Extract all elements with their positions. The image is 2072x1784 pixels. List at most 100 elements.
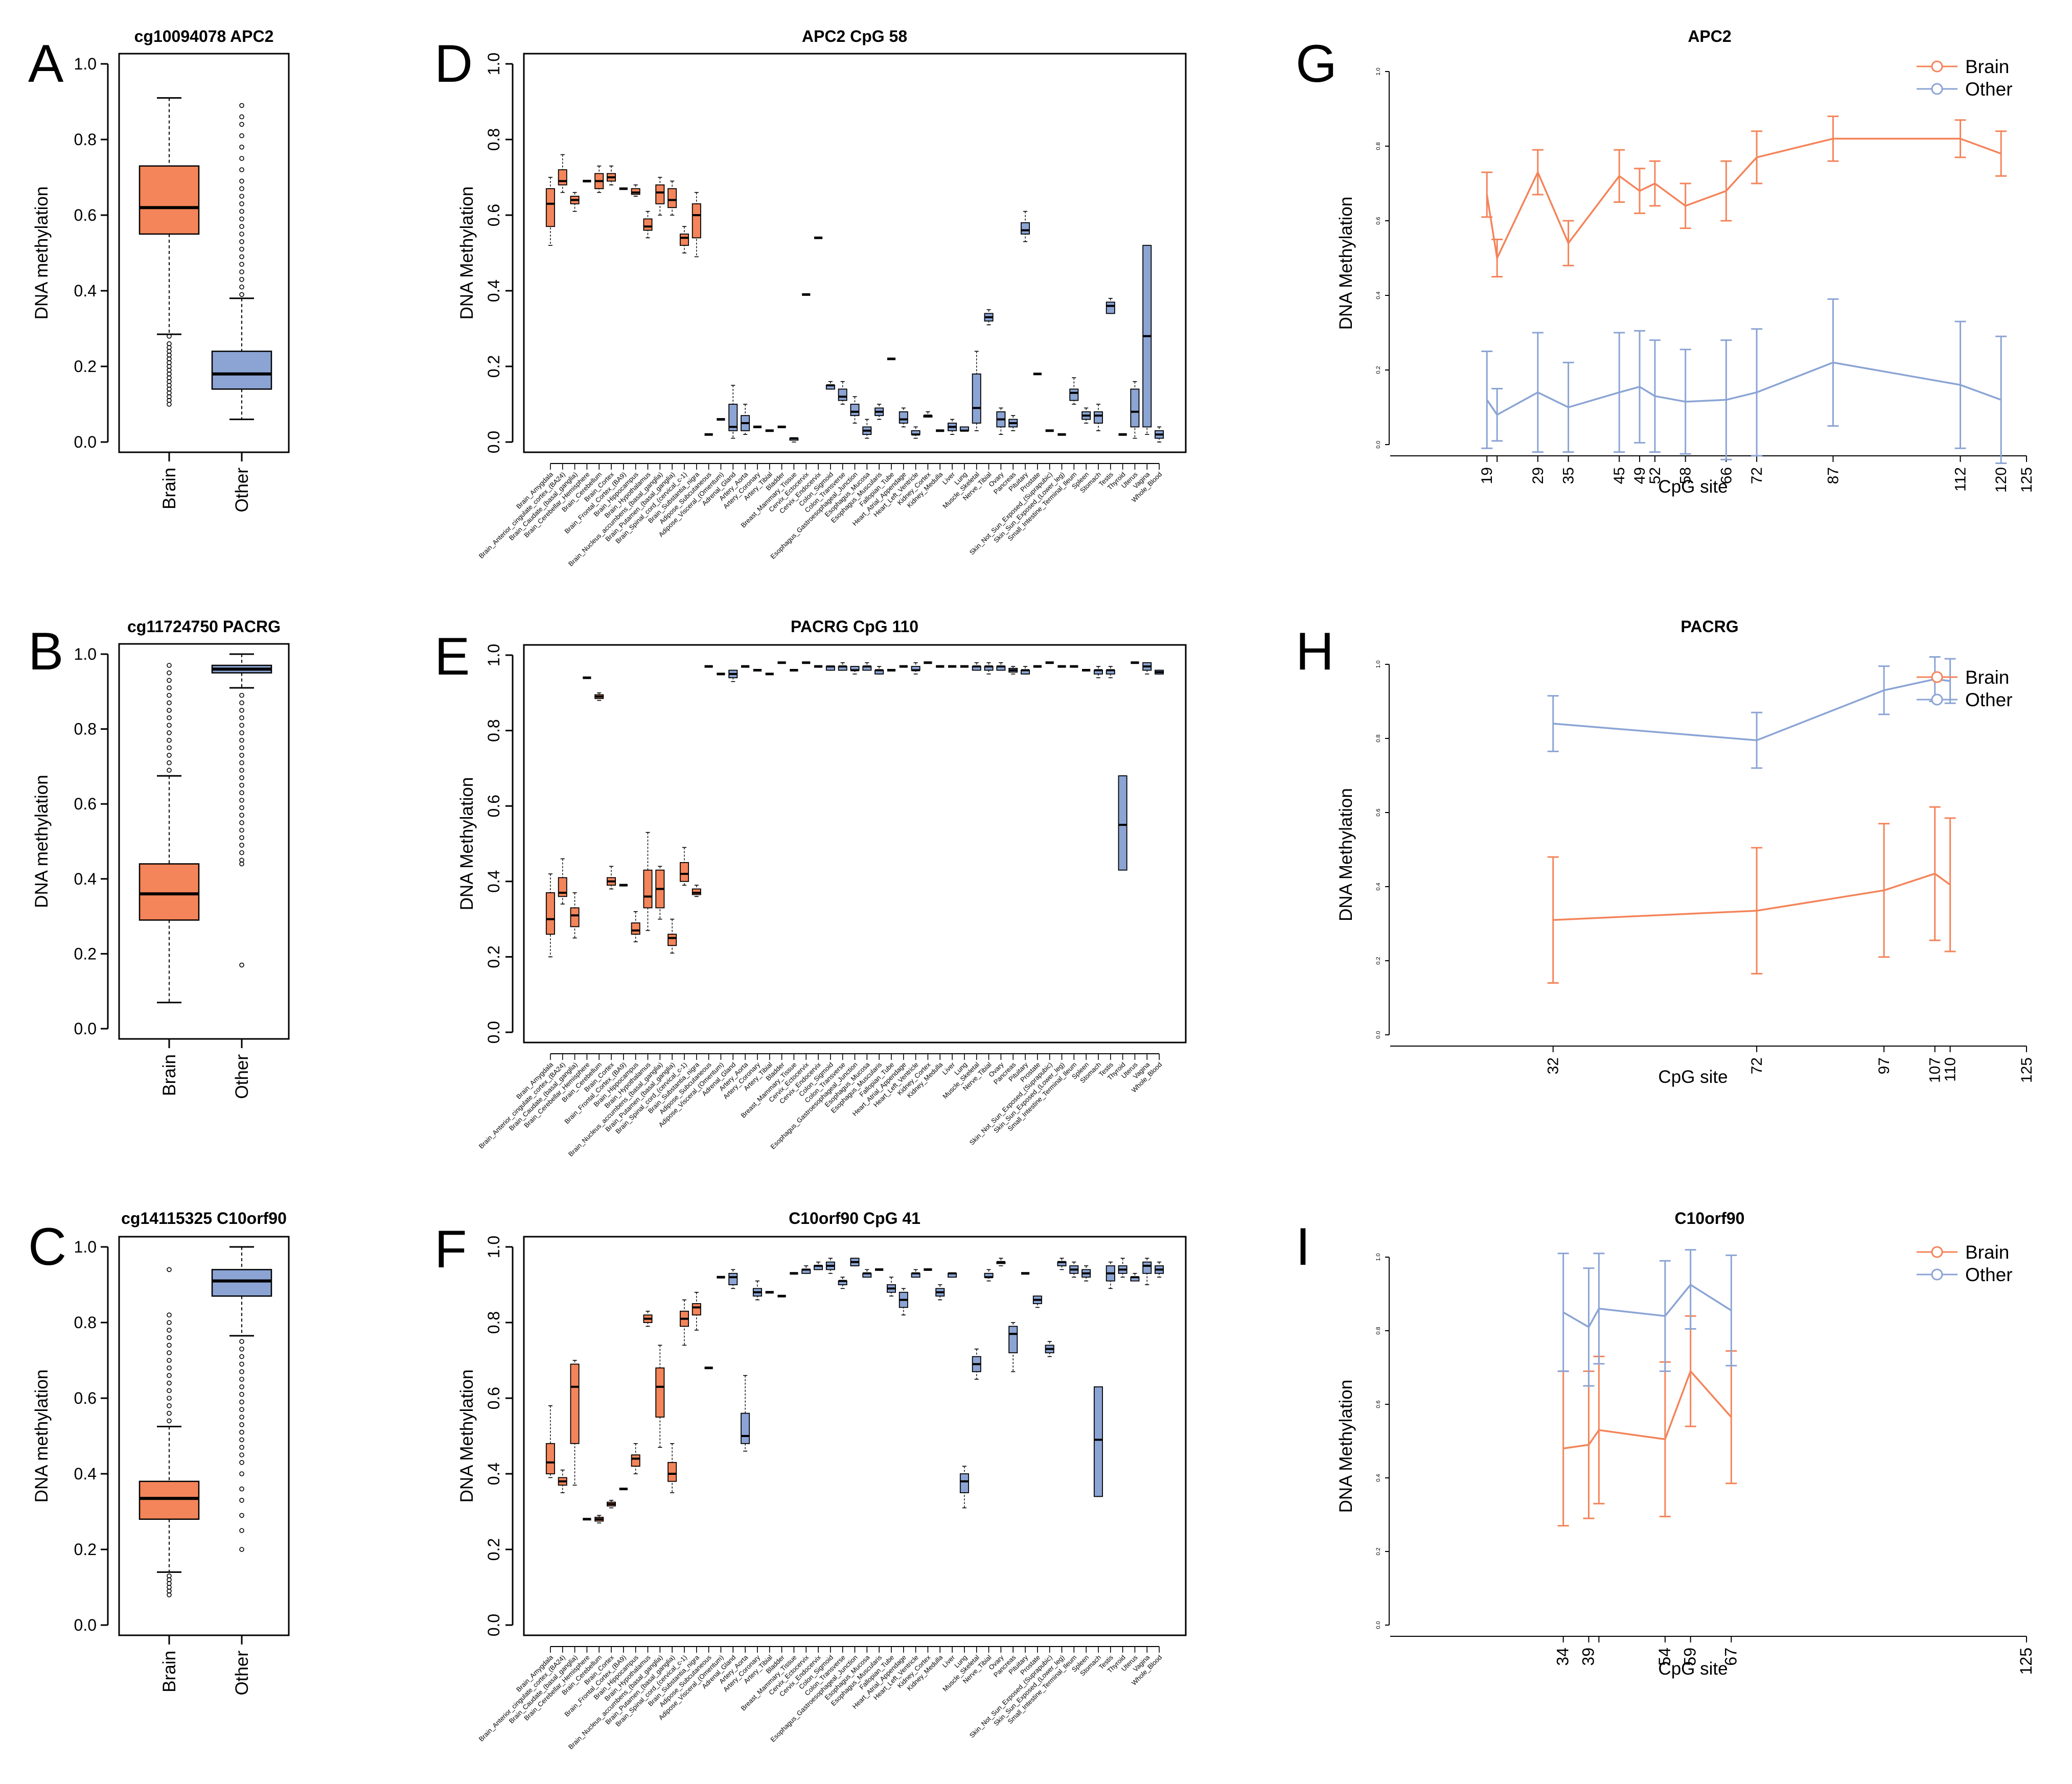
tissue-box <box>667 934 677 946</box>
series-other <box>1547 656 1956 769</box>
y-axis-label: DNA methylation <box>32 187 52 320</box>
plot-frame <box>118 643 290 1040</box>
tissue-box <box>545 1443 555 1474</box>
outlier-point <box>239 782 244 788</box>
outlier-point <box>239 208 244 214</box>
y-tick-label: 0.0 <box>74 433 97 451</box>
outlier-point <box>239 768 244 773</box>
tissue-box <box>959 1473 969 1493</box>
outlier-point <box>167 663 172 668</box>
series-line <box>1486 137 2001 261</box>
legend-swatch-marker <box>1931 60 1943 73</box>
tissue-box <box>850 404 860 416</box>
plot-frame <box>118 1236 290 1636</box>
tissue-box <box>631 1454 640 1467</box>
y-tick-label: 1.0 <box>485 53 503 75</box>
outlier-point <box>239 805 244 810</box>
panel-letter: C <box>28 1217 66 1277</box>
outlier-point <box>239 962 244 968</box>
y-tick-label: 1.0 <box>1375 67 1382 75</box>
outlier-point <box>167 1592 172 1597</box>
outlier-point <box>239 798 244 803</box>
x-category-label: Brain <box>159 468 179 509</box>
outlier-point <box>239 1513 244 1518</box>
x-category-label: Brain <box>159 1054 179 1096</box>
x-tick-label: 58 <box>1677 467 1694 484</box>
y-tick-label: 0.6 <box>1375 808 1382 816</box>
outlier-point <box>167 730 172 735</box>
y-tick-label: 0.2 <box>1375 366 1382 374</box>
x-tick-label: 112 <box>1952 467 1969 492</box>
outlier-point <box>239 843 244 848</box>
chart-title: cg10094078 APC2 <box>134 27 274 45</box>
chart-title: C10orf90 CpG 41 <box>789 1209 920 1227</box>
outlier-point <box>239 1415 244 1420</box>
series-line <box>1562 1283 1732 1329</box>
outlier-point <box>239 1354 244 1359</box>
x-tick-label: 125 <box>2018 1057 2035 1083</box>
tissue-box <box>643 218 653 231</box>
outlier-point <box>239 186 244 192</box>
y-tick-label: 0.6 <box>74 206 97 224</box>
outlier-point <box>167 768 172 773</box>
tissue-box <box>679 862 689 882</box>
y-tick-label: 0.8 <box>485 1311 503 1334</box>
outlier-point <box>167 1328 172 1333</box>
y-tick-label: 0.0 <box>1375 1621 1382 1629</box>
panel-i: I C10orf90 0.0 0.2 0.4 0.6 0.8 1.0 DNA Methylati… <box>1296 1209 2035 1679</box>
y-tick-label: 0.2 <box>1375 1547 1382 1555</box>
y-tick-label: 0.2 <box>74 357 97 376</box>
outlier-point <box>167 715 172 721</box>
y-tick-label: 0.0 <box>1375 441 1382 448</box>
outlier-point <box>239 1392 244 1397</box>
y-tick-label: 0.2 <box>485 1538 503 1561</box>
outlier-point <box>239 246 244 252</box>
box-brain <box>139 1480 200 1520</box>
outlier-point <box>239 715 244 721</box>
tissue-box <box>1021 222 1030 235</box>
y-tick-label: 0.6 <box>1375 217 1382 224</box>
outlier-point <box>239 133 244 138</box>
y-tick-label: 0.4 <box>1375 291 1382 299</box>
tissue-box <box>545 892 555 935</box>
y-axis-label: DNA Methylation <box>1336 788 1356 921</box>
outlier-point <box>167 1350 172 1355</box>
outlier-point <box>239 269 244 274</box>
outlier-point <box>239 122 244 127</box>
outlier-point <box>239 1369 244 1374</box>
x-tick-label: 125 <box>2018 467 2035 493</box>
outlier-point <box>239 790 244 796</box>
outlier-point <box>167 760 172 766</box>
panel-g: G APC2 0.0 0.2 0.4 0.6 0.8 1.0 DNA Methylation 19… <box>1296 27 2035 497</box>
panel-letter: H <box>1296 622 1334 681</box>
outlier-point <box>167 1418 172 1424</box>
tissue-box <box>1093 411 1103 424</box>
legend-entry-other: Other <box>1917 79 2013 100</box>
outlier-point <box>167 1365 172 1371</box>
y-tick-label: 0.6 <box>485 204 503 226</box>
chart-title: cg11724750 PACRG <box>127 617 281 636</box>
outlier-point <box>239 753 244 758</box>
outlier-point <box>167 685 172 690</box>
outlier-point <box>167 1320 172 1325</box>
x-tick-label: 19 <box>1479 467 1495 484</box>
y-tick-label: 0.2 <box>74 1540 97 1559</box>
x-tick-label: 72 <box>1748 1057 1765 1074</box>
outlier-point <box>167 402 172 407</box>
x-tick-label: 52 <box>1647 467 1664 484</box>
y-tick-label: 0.4 <box>1375 883 1382 890</box>
y-axis-label: DNA Methylation <box>457 1370 477 1503</box>
x-tick-label: 110 <box>1942 1057 1959 1082</box>
x-tick-label: 54 <box>1655 1648 1674 1666</box>
box-brain <box>139 863 200 921</box>
outlier-point <box>239 850 244 855</box>
tissue-box <box>838 388 847 401</box>
x-category-label: Other <box>232 1651 252 1696</box>
x-category-label: Other <box>232 1054 252 1099</box>
series-line <box>1563 1369 1732 1450</box>
series-brain <box>1547 806 1956 984</box>
outlier-point <box>239 276 244 282</box>
